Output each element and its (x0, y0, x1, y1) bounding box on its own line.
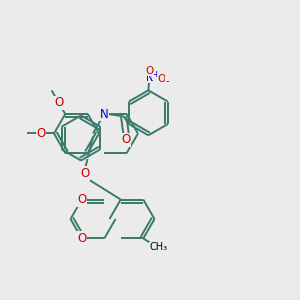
Text: +: + (152, 70, 160, 79)
Text: -: - (165, 76, 169, 86)
Text: O: O (145, 66, 153, 76)
Text: CH₃: CH₃ (150, 242, 168, 253)
Text: O: O (77, 232, 86, 245)
Text: O: O (37, 127, 46, 140)
Text: O: O (54, 96, 63, 109)
Text: O: O (77, 193, 86, 206)
Text: O: O (80, 167, 89, 180)
Text: N: N (100, 107, 109, 121)
Text: O: O (158, 74, 166, 84)
Text: N: N (146, 73, 154, 83)
Text: O: O (122, 133, 131, 146)
